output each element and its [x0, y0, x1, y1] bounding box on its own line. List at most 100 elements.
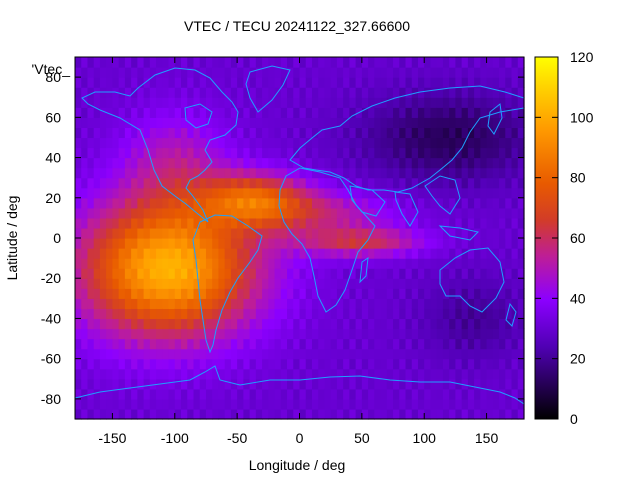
heatmap-cell	[474, 368, 481, 380]
heatmap-cell	[324, 238, 332, 249]
heatmap-cell	[343, 107, 350, 118]
heatmap-cell	[355, 348, 363, 360]
heatmap-cell	[355, 318, 363, 330]
heatmap-cell	[374, 187, 382, 199]
heatmap-cell	[517, 57, 525, 68]
heatmap-cell	[181, 298, 188, 309]
heatmap-cell	[455, 137, 463, 149]
heatmap-cell	[174, 308, 182, 320]
heatmap-cell	[205, 197, 213, 209]
heatmap-cell	[187, 258, 195, 269]
europe-coast	[289, 85, 524, 193]
heatmap-cell	[224, 167, 232, 179]
heatmap-cell	[249, 328, 257, 340]
heatmap-cell	[393, 77, 400, 88]
heatmap-cell	[293, 328, 301, 340]
heatmap-cell	[112, 187, 120, 199]
heatmap-cell	[75, 298, 82, 309]
heatmap-cell	[274, 248, 282, 259]
heatmap-cell	[480, 268, 488, 279]
heatmap-cell	[349, 398, 357, 410]
heatmap-cell	[243, 338, 251, 350]
heatmap-cell	[336, 308, 344, 320]
heatmap-cell	[137, 308, 145, 320]
heatmap-cell	[499, 217, 506, 229]
heatmap-cell	[330, 77, 338, 88]
heatmap-cell	[224, 408, 232, 420]
heatmap-cell	[237, 207, 244, 219]
heatmap-cell	[368, 217, 375, 229]
heatmap-cell	[442, 338, 450, 350]
heatmap-cell	[486, 67, 494, 78]
heatmap-cell	[187, 348, 195, 360]
heatmap-cell	[262, 278, 269, 289]
heatmap-cell	[442, 97, 450, 108]
heatmap-cell	[417, 157, 425, 169]
heatmap-cell	[305, 318, 313, 330]
heatmap-cell	[112, 238, 120, 249]
heatmap-cell	[205, 288, 213, 299]
heatmap-cell	[174, 167, 182, 179]
heatmap-cell	[430, 368, 438, 380]
heatmap-cell	[442, 137, 450, 149]
heatmap-cell	[212, 318, 220, 330]
heatmap-cell	[181, 167, 188, 179]
heatmap-cell	[237, 288, 244, 299]
heatmap-cell	[143, 77, 151, 88]
heatmap-cell	[380, 157, 388, 169]
heatmap-cell	[480, 378, 488, 390]
heatmap-cell	[299, 77, 307, 88]
heatmap-cell	[417, 298, 425, 309]
heatmap-cell	[156, 258, 163, 269]
heatmap-cell	[181, 398, 188, 410]
heatmap-cell	[349, 67, 357, 78]
heatmap-cell	[199, 127, 207, 139]
heatmap-cell	[131, 147, 138, 159]
heatmap-cell	[93, 308, 101, 320]
heatmap-cell	[81, 298, 89, 309]
heatmap-cell	[424, 97, 432, 108]
heatmap-cell	[143, 147, 151, 159]
heatmap-cell	[318, 258, 326, 269]
heatmap-cell	[112, 248, 120, 259]
y-tick-label: 0	[53, 230, 61, 246]
heatmap-cell	[137, 187, 145, 199]
heatmap-cell	[486, 288, 494, 299]
heatmap-cell	[87, 197, 95, 209]
heatmap-cell	[492, 308, 500, 320]
heatmap-cell	[424, 398, 432, 410]
heatmap-cell	[243, 87, 251, 98]
heatmap-cell	[205, 167, 213, 179]
heatmap-cell	[193, 298, 201, 309]
heatmap-cell	[430, 227, 438, 239]
heatmap-cell	[212, 408, 220, 420]
heatmap-cell	[311, 248, 319, 259]
heatmap-cell	[237, 248, 244, 259]
heatmap-cell	[311, 268, 319, 279]
heatmap-cell	[368, 388, 375, 400]
heatmap-cell	[399, 308, 407, 320]
heatmap-cell	[486, 368, 494, 380]
heatmap-cell	[336, 398, 344, 410]
heatmap-cell	[124, 167, 132, 179]
heatmap-cell	[212, 378, 220, 390]
heatmap-cell	[405, 57, 413, 68]
heatmap-cell	[99, 348, 107, 360]
heatmap-cell	[249, 187, 257, 199]
heatmap-cell	[411, 87, 419, 98]
heatmap-cell	[99, 157, 107, 169]
heatmap-cell	[255, 308, 263, 320]
heatmap-cell	[330, 127, 338, 139]
heatmap-cell	[193, 127, 201, 139]
heatmap-cell	[449, 167, 457, 179]
heatmap-cell	[499, 368, 506, 380]
heatmap-cell	[511, 117, 519, 128]
heatmap-cell	[75, 248, 82, 259]
heatmap-cell	[368, 298, 375, 309]
heatmap-cell	[442, 167, 450, 179]
heatmap-cell	[492, 137, 500, 149]
heatmap-cell	[118, 348, 126, 360]
heatmap-cell	[230, 408, 238, 420]
heatmap-cell	[318, 147, 326, 159]
heatmap-cell	[93, 328, 101, 340]
